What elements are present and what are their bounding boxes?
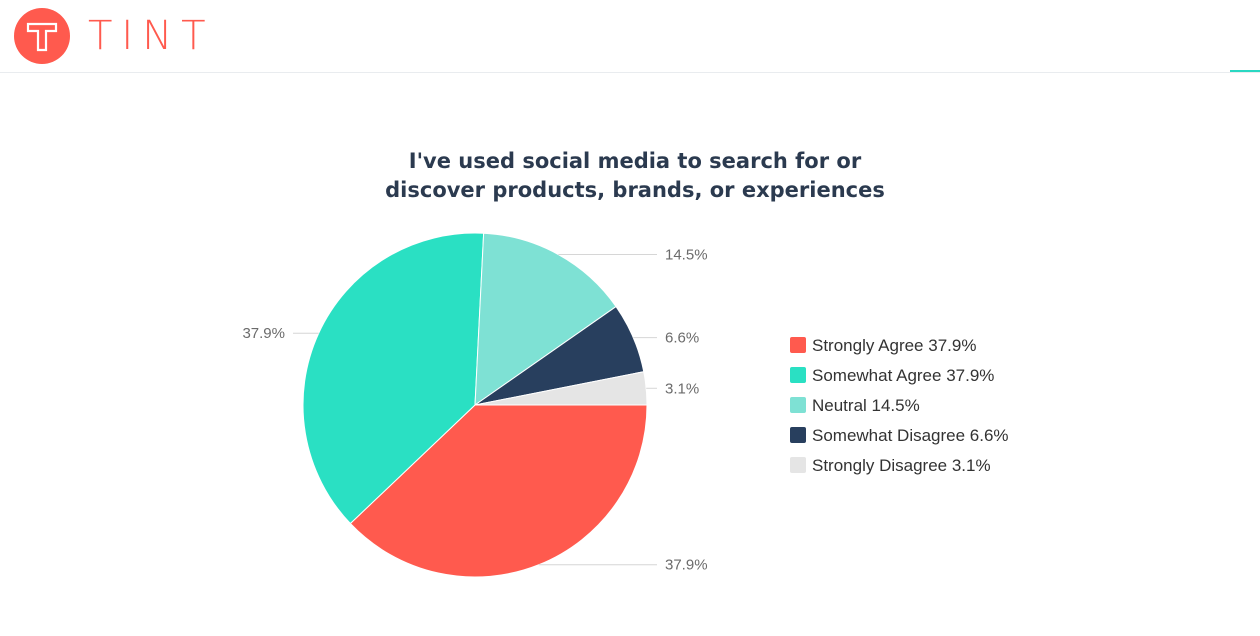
header-accent-line (1230, 70, 1260, 72)
slice-labels: 37.9% 37.9% 14.5% 6.6% 3.1% (242, 247, 707, 574)
chart-legend: Strongly Agree 37.9% Somewhat Agree 37.9%… (790, 336, 1009, 475)
slice-percent-label: 37.9% (665, 557, 708, 574)
chart-title-line: discover products, brands, or experience… (385, 178, 885, 202)
chart-title-line: I've used social media to search for or (409, 149, 862, 173)
legend-swatch (790, 457, 806, 473)
slice-percent-label: 37.9% (242, 325, 285, 342)
tint-logo[interactable]: TINT (14, 8, 215, 64)
legend-item-label[interactable]: Somewhat Disagree 6.6% (812, 426, 1009, 445)
pie-slice-neutral[interactable] (474, 232, 617, 406)
legend-item-label[interactable]: Neutral 14.5% (812, 396, 920, 415)
logo-wordmark: TINT (88, 13, 215, 59)
legend-item-label[interactable]: Strongly Disagree 3.1% (812, 456, 991, 475)
legend-item-label[interactable]: Somewhat Agree 37.9% (812, 366, 994, 385)
chart-area: I've used social media to search for or d… (0, 73, 1260, 636)
tint-logo-icon (14, 8, 70, 64)
slice-percent-label: 6.6% (665, 330, 699, 347)
slice-percent-label: 14.5% (665, 247, 708, 264)
pie-chart: I've used social media to search for or d… (242, 149, 1009, 578)
top-header: TINT (0, 0, 1260, 73)
slice-percent-label: 3.1% (665, 380, 699, 397)
legend-swatch (790, 367, 806, 383)
legend-swatch (790, 427, 806, 443)
chart-title: I've used social media to search for or d… (385, 149, 885, 202)
legend-swatch (790, 337, 806, 353)
legend-item-label[interactable]: Strongly Agree 37.9% (812, 336, 976, 355)
legend-swatch (790, 397, 806, 413)
pie-slices (302, 232, 648, 578)
